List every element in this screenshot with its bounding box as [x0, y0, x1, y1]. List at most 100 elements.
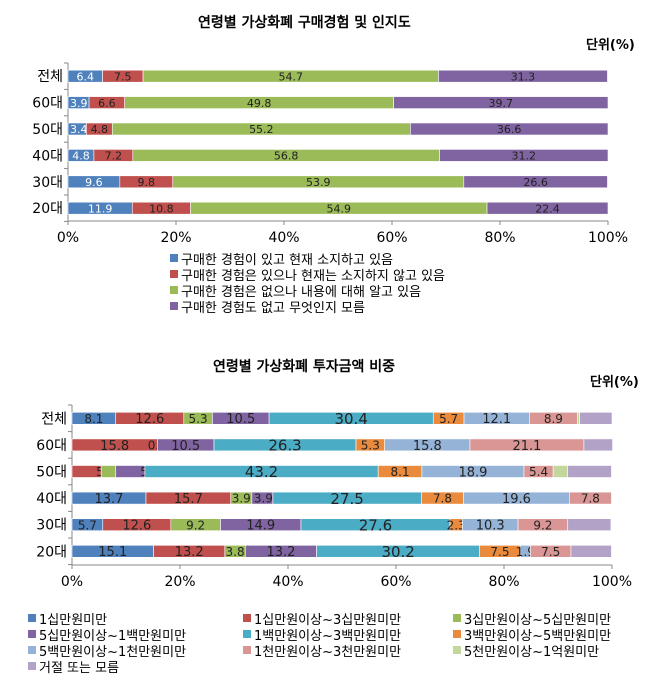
- data-label: 5.3: [189, 412, 208, 426]
- category-label: 20대: [36, 544, 67, 560]
- data-label: 7.5: [541, 545, 560, 559]
- data-label: 4.8: [72, 150, 90, 163]
- bar-segment: [463, 175, 608, 189]
- data-label: 3.9: [254, 492, 273, 506]
- bar-segment: [438, 69, 608, 83]
- category-label: 50대: [36, 465, 67, 481]
- data-label: 26.3: [268, 437, 301, 455]
- data-label: 12.1: [482, 412, 511, 427]
- data-label: 9.8: [138, 176, 156, 189]
- category-label: 60대: [32, 96, 63, 112]
- data-label: 6.4: [77, 70, 95, 83]
- data-label: 27.6: [359, 516, 392, 534]
- data-label: 26.6: [523, 176, 548, 189]
- data-label: 12.6: [135, 412, 164, 427]
- data-label: 30.2: [381, 543, 414, 561]
- data-label: 4.8: [91, 123, 109, 136]
- data-label: 13.2: [175, 545, 204, 560]
- legend-label: 구매한 경험은 있으나 현재는 소지하지 않고 있음: [181, 268, 445, 284]
- data-label: 54.7: [279, 70, 304, 83]
- bar-segment: [567, 465, 612, 478]
- data-label: 36.6: [497, 123, 522, 136]
- legend-swatch: [170, 286, 178, 294]
- data-label: 39.7: [489, 97, 514, 110]
- legend-swatch: [243, 630, 251, 638]
- category-label: 40대: [32, 148, 63, 164]
- legend-item: 구매한 경험이 있고 현재 소지하고 있음: [170, 250, 445, 268]
- legend-item: 구매한 경험은 있으나 현재는 소지하지 않고 있음: [170, 266, 445, 284]
- data-label: 7.2: [105, 150, 123, 163]
- legend-label: 구매한 경험도 없고 무엇인지 모름: [181, 300, 365, 316]
- category-label: 20대: [32, 201, 63, 217]
- legend-label: 1십만원미만: [39, 612, 108, 628]
- data-label: 43.2: [245, 463, 278, 481]
- data-label: 19.6: [502, 492, 531, 507]
- x-tick-label: 60%: [380, 574, 411, 590]
- legend-swatch: [453, 646, 461, 654]
- legend-label: 구매한 경험이 있고 현재 소지하고 있음: [181, 252, 394, 268]
- category-label: 전체: [41, 411, 67, 427]
- data-label: 9.2: [186, 518, 205, 532]
- legend-label: 1십만원이상~3십만원미만: [254, 612, 402, 628]
- bar-segment: [100, 465, 117, 478]
- category-label: 전체: [37, 69, 63, 85]
- legend-item: 1십만원미만: [28, 610, 243, 628]
- chart2-title: 연령별 가상화폐 투자금액 비중: [213, 359, 396, 375]
- bar-segment: [569, 491, 612, 505]
- data-label: 49.8: [247, 97, 272, 110]
- data-label: 53.9: [306, 176, 331, 189]
- legend-swatch: [243, 614, 251, 622]
- legend-swatch: [453, 614, 461, 622]
- legend-item: 구매한 경험도 없고 무엇인지 모름: [170, 298, 445, 316]
- data-label: 3.9: [232, 492, 251, 506]
- x-tick-label: 0%: [61, 574, 83, 590]
- data-label: 7.5: [114, 70, 132, 83]
- chart2-unit-label: 단위(%): [590, 375, 639, 390]
- legend-swatch: [453, 630, 461, 638]
- data-label: 5.4: [529, 465, 548, 479]
- data-label: 8.1: [391, 465, 410, 479]
- data-label: 13.2: [267, 545, 296, 560]
- legend-item: 3십만원이상~5십만원미만: [453, 610, 658, 628]
- bar-segment: [583, 438, 613, 452]
- legend-swatch: [28, 630, 36, 638]
- legend-item: 구매한 경험은 없으나 내용에 대해 알고 있음: [170, 282, 445, 300]
- data-label: 3.9: [70, 97, 88, 110]
- data-label: 10.8: [149, 202, 174, 215]
- legend-item: 5십만원이상~1백만원미만: [28, 626, 243, 644]
- x-tick-label: 80%: [488, 574, 519, 590]
- data-label: 56.8: [274, 150, 299, 163]
- x-tick-label: 80%: [484, 230, 515, 246]
- legend-swatch: [28, 646, 36, 654]
- legend-swatch: [170, 254, 178, 262]
- legend-item: 5백만원이상~1천만원미만: [28, 642, 243, 660]
- bar-segment: [393, 96, 609, 109]
- bar-segment: [579, 411, 613, 425]
- data-label: 5.7: [439, 412, 458, 426]
- data-label: 2.3: [447, 518, 466, 532]
- data-label: 5.3: [361, 438, 380, 452]
- legend-label: 5천만원이상~1억원미만: [464, 644, 600, 660]
- chart1-legend: 구매한 경험이 있고 현재 소지하고 있음 구매한 경험은 있으나 현재는 소지하…: [170, 250, 445, 316]
- data-label: 3.4: [70, 123, 88, 136]
- bar-segment: [552, 465, 569, 478]
- data-label: 8.9: [544, 412, 563, 426]
- bar-segment: [439, 149, 609, 162]
- data-label: 15.8: [413, 439, 442, 454]
- data-label: 12.6: [122, 519, 151, 534]
- legend-item: 1십만원이상~3십만원미만: [243, 610, 453, 628]
- data-label: 54.9: [327, 202, 352, 215]
- data-label: 15.1: [98, 545, 127, 560]
- legend-swatch: [170, 270, 178, 278]
- category-label: 60대: [36, 438, 67, 454]
- data-label: 21.1: [512, 439, 541, 454]
- data-label: 8.1: [84, 412, 103, 426]
- legend-item: 1백만원이상~3백만원미만: [243, 626, 453, 644]
- data-label: 1.9: [516, 545, 535, 559]
- data-label: 27.5: [330, 490, 363, 508]
- chart1-plot: 0% 20% 40% 60% 80% 100% 전체 6.4 7.5 54.7 31.3 60대 3.9…: [32, 62, 628, 246]
- legend-label: 1백만원이상~3백만원미만: [254, 628, 402, 644]
- legend-label: 3백만원이상~5백만원미만: [464, 628, 612, 644]
